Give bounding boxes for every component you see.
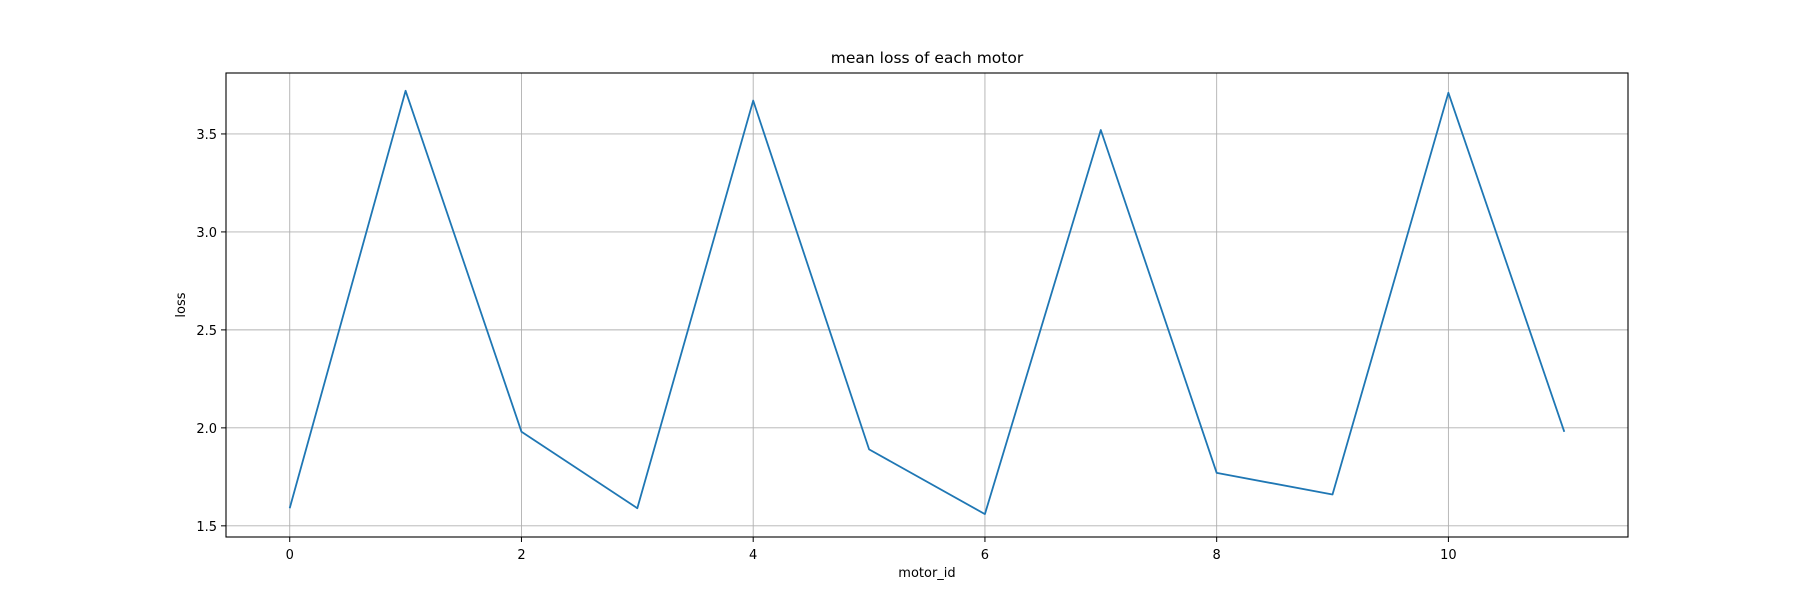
x-tick-label: 2 [517,548,525,563]
x-tick-label: 8 [1213,548,1221,563]
y-tick-label: 3.0 [196,226,217,241]
chart-title: mean loss of each motor [831,49,1024,67]
y-tick-label: 3.5 [196,128,217,143]
plot-area-frame [225,72,1629,538]
x-tick-label: 0 [286,548,294,563]
y-tick-label: 1.5 [196,520,217,535]
grid-layer [226,73,1628,537]
series-layer [288,89,1566,515]
y-tick-label: 2.5 [196,324,217,339]
series-line [288,89,1566,515]
y-axis-title: loss [174,292,189,317]
y-tick-label: 2.0 [196,422,217,437]
ticks-layer: 0 2 4 6 8 10 1.5 2.0 2.5 3.0 3.5 [196,128,1456,563]
x-tick-label: 10 [1440,548,1457,563]
x-tick-label: 4 [749,548,757,563]
x-tick-label: 6 [981,548,989,563]
x-axis-title: motor_id [898,566,955,581]
